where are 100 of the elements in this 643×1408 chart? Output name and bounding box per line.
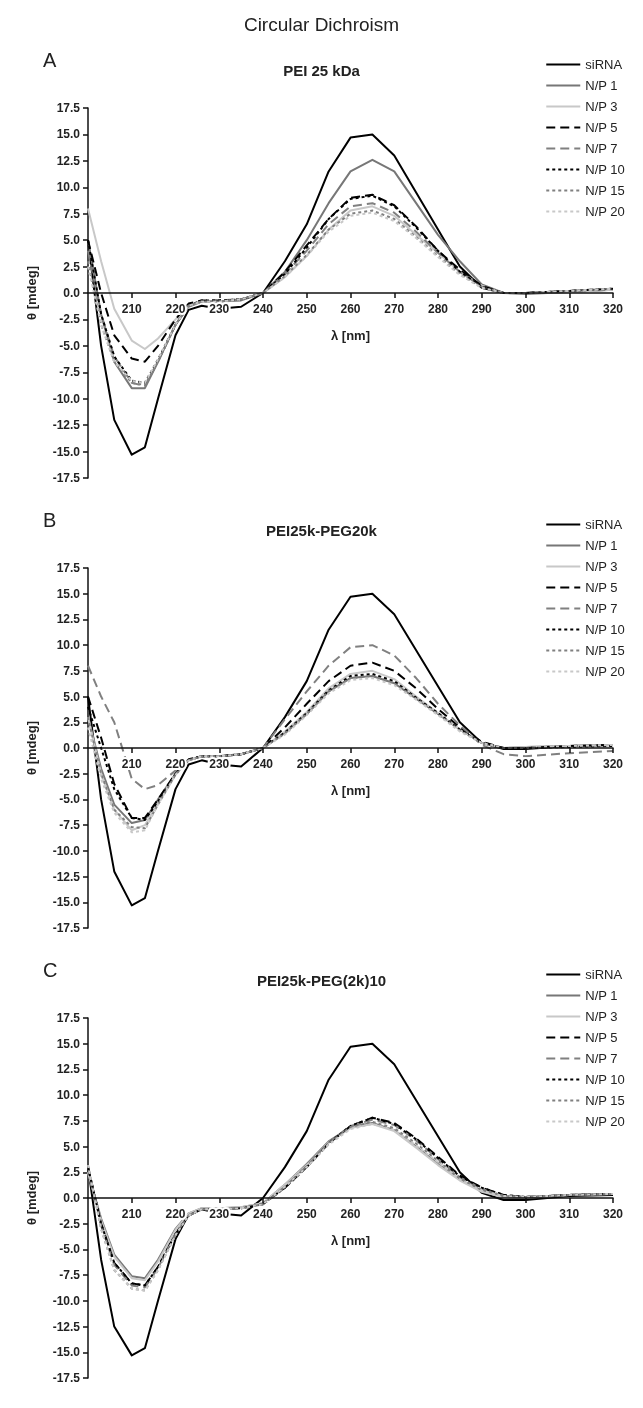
legend-label: N/P 1	[585, 988, 618, 1003]
x-tick-label: 280	[427, 302, 449, 316]
y-tick-label: 7.5	[63, 206, 81, 221]
x-tick-label: 290	[471, 1207, 493, 1221]
y-tick-label: -12.5	[52, 869, 81, 884]
y-tick-label: -15.0	[52, 444, 81, 459]
x-tick-label: 280	[427, 1207, 449, 1221]
x-tick-label: 210	[121, 1207, 143, 1221]
y-tick-label: 17.5	[56, 561, 81, 575]
legend-label: N/P 10	[585, 1072, 625, 1087]
text: C	[43, 959, 58, 981]
y-tick-label: 15.0	[56, 1036, 81, 1051]
y-tick-label: -2.5	[59, 1216, 81, 1231]
y-tick-label: 17.5	[56, 101, 81, 115]
x-tick-label: 280	[427, 757, 449, 771]
y-tick-label: 2.5	[63, 259, 81, 274]
legend-label: N/P 7	[585, 601, 618, 616]
y-tick-label: 2.5	[63, 715, 81, 730]
y-tick-label: 5.0	[63, 233, 81, 248]
y-tick-label: 15.0	[56, 127, 81, 142]
x-tick-label: 270	[384, 302, 405, 316]
legend-label: N/P 20	[585, 1114, 625, 1129]
y-tick-label: 12.5	[56, 153, 81, 168]
y-tick-label: 12.5	[56, 612, 81, 627]
chart-subtitle: Circular Dichroism	[243, 14, 400, 35]
text: B	[43, 509, 57, 531]
x-tick-label: 320	[602, 1207, 624, 1221]
y-tick-label: -17.5	[52, 471, 81, 485]
y-tick-label: 12.5	[56, 1062, 81, 1077]
x-axis-title: λ [nm]	[331, 1233, 370, 1248]
legend-label: N/P 15	[585, 1093, 625, 1108]
x-tick-label: 250	[296, 302, 318, 316]
y-tick-label: -15.0	[52, 1345, 81, 1360]
x-tick-label: 260	[340, 757, 361, 771]
y-tick-label: -5.0	[59, 338, 81, 353]
legend-label: N/P 1	[585, 78, 618, 93]
y-tick-label: -7.5	[59, 365, 81, 380]
legend-label: N/P 10	[585, 622, 625, 637]
x-tick-label: 320	[602, 302, 624, 316]
chart-title: PEI25k-PEG(2k)10	[256, 972, 387, 989]
legend-label: siRNA	[585, 517, 623, 532]
x-tick-label: 220	[165, 1207, 186, 1221]
y-tick-label: -10.0	[52, 391, 81, 406]
legend-label: N/P 3	[585, 559, 618, 574]
y-tick-label: -12.5	[52, 1319, 81, 1334]
y-tick-label: -15.0	[52, 895, 81, 910]
legend-label: N/P 5	[585, 120, 618, 135]
x-tick-label: 320	[602, 757, 624, 771]
y-tick-label: 17.5	[56, 1011, 81, 1025]
x-tick-label: 290	[471, 302, 493, 316]
legend-label: N/P 1	[585, 538, 618, 553]
x-tick-label: 270	[384, 757, 405, 771]
legend-label: siRNA	[585, 57, 623, 72]
y-tick-label: -7.5	[59, 1268, 81, 1283]
x-tick-label: 300	[515, 302, 536, 316]
legend-label: N/P 15	[585, 183, 625, 198]
chart-title: PEI 25 kDa	[283, 62, 361, 79]
legend-label: N/P 5	[585, 580, 618, 595]
x-tick-label: 240	[252, 1207, 274, 1221]
x-tick-label: 310	[559, 1207, 580, 1221]
legend-label: N/P 15	[585, 643, 625, 658]
x-tick-label: 260	[340, 302, 361, 316]
x-tick-label: 240	[252, 302, 274, 316]
x-tick-label: 310	[559, 302, 580, 316]
x-tick-label: 250	[296, 757, 318, 771]
x-tick-label: 210	[121, 757, 143, 771]
legend-label: N/P 10	[585, 162, 625, 177]
legend-label: siRNA	[585, 967, 623, 982]
y-tick-label: -17.5	[52, 1371, 81, 1385]
x-tick-label: 220	[165, 757, 186, 771]
y-tick-label: -5.0	[59, 1242, 81, 1257]
y-tick-label: 2.5	[63, 1165, 81, 1180]
y-tick-label: -5.0	[59, 792, 81, 807]
y-axis-title: θ [mdeg]	[24, 1171, 39, 1225]
y-tick-label: -17.5	[52, 921, 81, 935]
text: A	[43, 49, 57, 71]
y-tick-label: 10.0	[56, 180, 81, 195]
y-tick-label: -2.5	[59, 766, 81, 781]
x-tick-label: 210	[121, 302, 143, 316]
x-axis-title: λ [nm]	[331, 328, 370, 343]
legend-label: N/P 7	[585, 141, 618, 156]
y-axis-title: θ [mdeg]	[24, 266, 39, 320]
chart-title: PEI25k-PEG20k	[266, 522, 378, 539]
y-tick-label: 5.0	[63, 689, 81, 704]
y-tick-label: 0.0	[63, 1191, 81, 1205]
y-tick-label: 10.0	[56, 1088, 81, 1103]
x-tick-label: 290	[471, 757, 493, 771]
x-tick-label: 220	[165, 302, 186, 316]
y-tick-label: 7.5	[63, 1113, 81, 1128]
y-tick-label: 7.5	[63, 663, 81, 678]
y-tick-label: -12.5	[52, 418, 81, 433]
y-tick-label: 15.0	[56, 586, 81, 601]
legend-label: N/P 3	[585, 99, 618, 114]
y-tick-label: -10.0	[52, 1293, 81, 1308]
legend-label: N/P 20	[585, 664, 625, 679]
y-tick-label: 0.0	[63, 286, 81, 300]
x-axis-title: λ [nm]	[331, 783, 370, 798]
x-tick-label: 300	[515, 757, 536, 771]
x-tick-label: 260	[340, 1207, 361, 1221]
x-tick-label: 240	[252, 757, 274, 771]
